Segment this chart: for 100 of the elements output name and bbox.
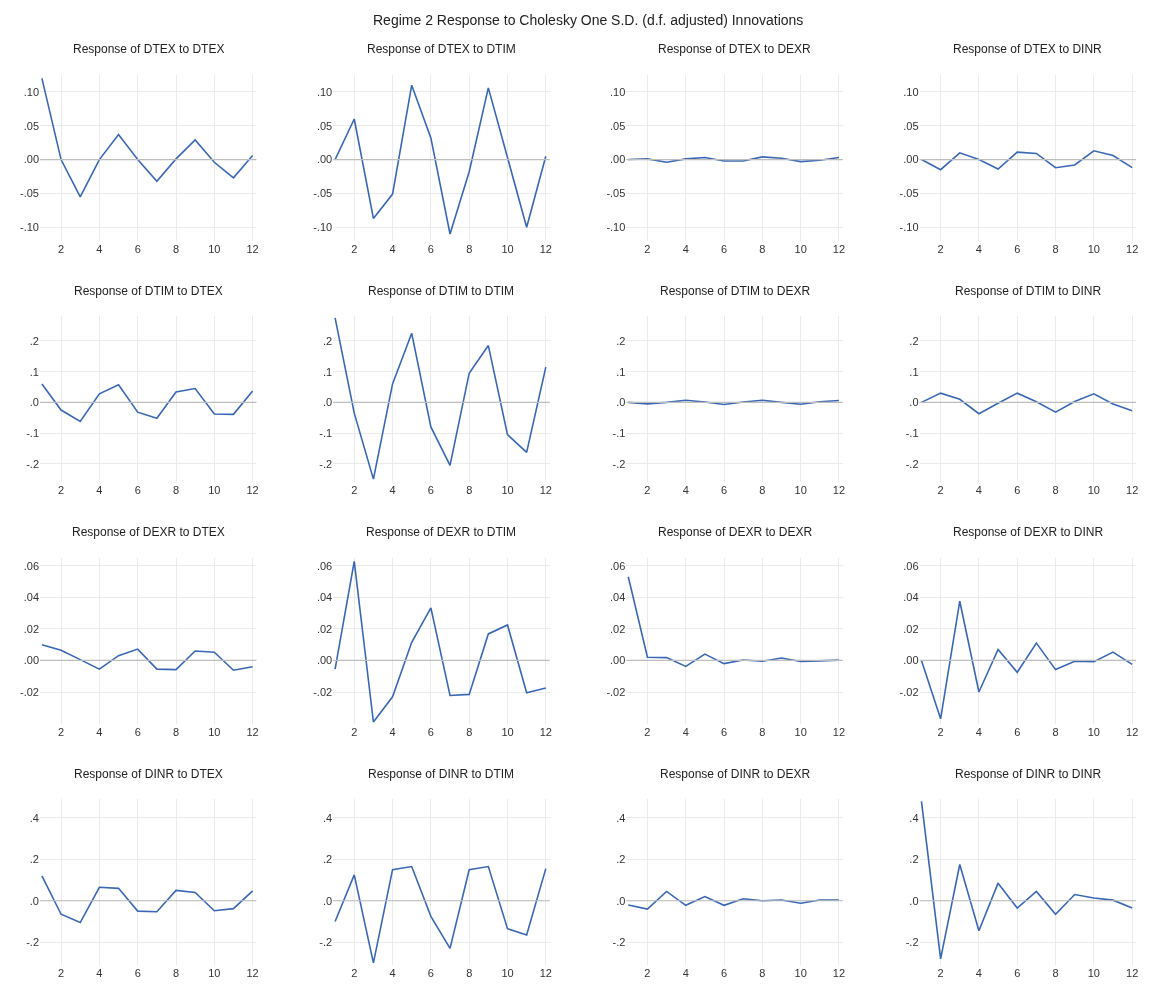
x-tick-label: 12 — [1126, 967, 1139, 979]
y-tick-label: .02 — [610, 622, 626, 635]
x-tick-label: 6 — [427, 725, 434, 738]
x-tick-label: 8 — [466, 967, 473, 979]
y-tick-label: .00 — [316, 153, 333, 166]
line-series — [41, 383, 254, 423]
chart-title: Response of DTEX to DINR — [953, 42, 1103, 56]
x-tick-label: 10 — [208, 725, 221, 738]
y-tick-label: .00 — [610, 153, 626, 166]
y-tick-label: .2 — [616, 334, 626, 347]
x-tick-label: 6 — [427, 242, 434, 255]
x-tick-label: 4 — [975, 967, 982, 979]
x-tick-label: 6 — [134, 484, 141, 497]
x-tick-label: 10 — [794, 484, 807, 497]
x-tick-label: 4 — [96, 725, 103, 738]
x-tick-label: 12 — [1126, 484, 1139, 497]
x-tick-label: 8 — [759, 484, 766, 497]
y-tick-label: -.02 — [20, 685, 39, 698]
x-tick-label: 10 — [501, 484, 514, 497]
x-tick-label: 6 — [1014, 242, 1021, 255]
x-tick-label: 4 — [389, 725, 396, 738]
x-tick-label: 6 — [427, 967, 434, 979]
chart-title: Response of DTIM to DTEX — [74, 284, 223, 298]
y-tick-label: -.05 — [606, 187, 626, 200]
y-tick-label: .02 — [316, 622, 333, 635]
y-tick-label: .10 — [316, 85, 333, 98]
y-tick-label: .4 — [29, 811, 39, 824]
y-tick-label: .10 — [23, 85, 39, 98]
x-tick-label: 12 — [1126, 242, 1139, 255]
x-tick-label: 10 — [208, 242, 221, 255]
y-tick-label: -.05 — [313, 187, 333, 200]
x-tick-label: 12 — [246, 725, 259, 738]
line-series — [920, 149, 1133, 171]
x-tick-label: 12 — [832, 484, 846, 497]
y-tick-label: -.10 — [313, 221, 333, 234]
y-tick-label: -.10 — [606, 221, 626, 234]
x-tick-label: 8 — [466, 242, 473, 255]
x-tick-label: 2 — [644, 725, 651, 738]
x-tick-label: 10 — [501, 967, 514, 979]
y-tick-label: -.2 — [319, 936, 333, 949]
x-tick-label: 4 — [975, 484, 982, 497]
x-tick-label: 4 — [389, 484, 396, 497]
x-tick-label: 10 — [1087, 725, 1100, 738]
y-tick-label: .05 — [610, 119, 626, 132]
y-tick-label: .2 — [29, 334, 39, 347]
line-series — [920, 800, 1133, 960]
y-tick-label: .00 — [903, 153, 919, 166]
x-tick-label: 6 — [720, 725, 728, 738]
chart-title: Response of DINR to DTIM — [368, 767, 515, 781]
y-tick-label: .4 — [616, 811, 626, 824]
chart-title: Response of DTEX to DTIM — [367, 42, 516, 56]
x-tick-label: 8 — [759, 725, 766, 738]
x-tick-label: 10 — [1087, 484, 1100, 497]
y-tick-label: .06 — [903, 559, 919, 572]
x-tick-label: 8 — [1052, 967, 1059, 979]
y-tick-label: .04 — [316, 591, 333, 604]
x-tick-label: 2 — [644, 242, 651, 255]
y-tick-label: -.1 — [612, 426, 626, 439]
x-tick-label: 10 — [208, 967, 221, 979]
x-tick-label: 8 — [172, 484, 180, 497]
x-tick-label: 10 — [794, 242, 807, 255]
x-tick-label: 10 — [794, 967, 807, 979]
y-tick-label: .00 — [23, 153, 39, 166]
y-tick-label: -.02 — [606, 685, 626, 698]
line-series — [920, 392, 1133, 415]
x-tick-label: 2 — [58, 484, 65, 497]
x-tick-label: 12 — [246, 484, 259, 497]
y-tick-label: -.2 — [26, 936, 39, 949]
x-tick-label: 6 — [134, 725, 141, 738]
y-tick-label: .1 — [616, 365, 626, 378]
line-series — [41, 643, 254, 672]
y-tick-label: -.1 — [26, 426, 39, 439]
x-tick-label: 12 — [539, 484, 552, 497]
y-tick-label: -.02 — [899, 685, 919, 698]
chart-title: Response of DEXR to DTIM — [366, 525, 517, 539]
x-tick-label: 4 — [389, 242, 396, 255]
x-tick-label: 2 — [937, 484, 944, 497]
y-tick-label: -.2 — [319, 457, 333, 470]
y-tick-label: -.2 — [612, 936, 626, 949]
y-tick-label: .1 — [909, 365, 919, 378]
x-tick-label: 2 — [644, 967, 651, 979]
y-tick-label: .05 — [316, 119, 333, 132]
x-tick-label: 6 — [427, 484, 434, 497]
y-tick-label: .0 — [322, 894, 333, 907]
y-tick-label: .0 — [29, 894, 39, 907]
y-tick-label: .05 — [23, 119, 39, 132]
y-tick-label: -.1 — [905, 426, 919, 439]
x-tick-label: 12 — [246, 242, 259, 255]
x-tick-label: 12 — [832, 242, 846, 255]
chart-title: Response of DINR to DTEX — [74, 767, 223, 781]
y-tick-label: -.2 — [905, 457, 919, 470]
x-tick-label: 2 — [351, 967, 358, 979]
x-tick-label: 2 — [937, 242, 944, 255]
chart-title: Response of DEXR to DTEX — [72, 525, 225, 539]
y-tick-label: -.05 — [899, 187, 919, 200]
x-tick-label: 4 — [96, 484, 103, 497]
y-tick-label: .05 — [903, 119, 919, 132]
x-tick-label: 4 — [682, 967, 689, 979]
chart-title: Response of DTEX to DEXR — [658, 42, 812, 56]
x-tick-label: 2 — [937, 967, 944, 979]
